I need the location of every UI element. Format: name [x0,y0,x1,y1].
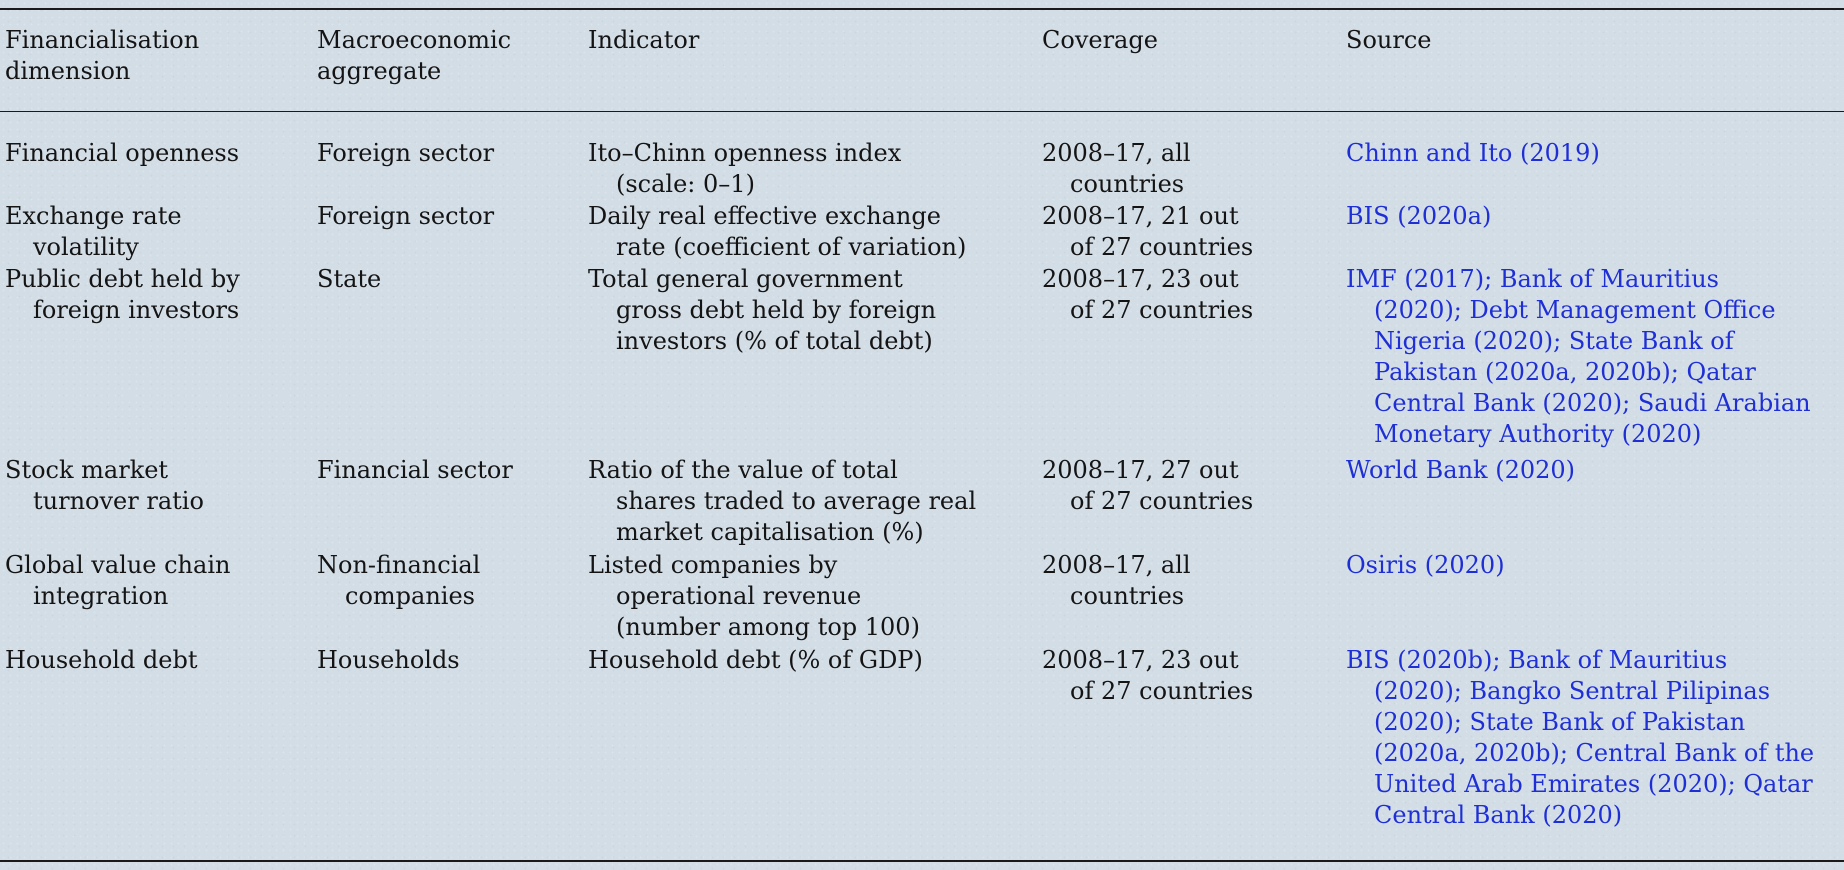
table-header-rule [0,111,1844,112]
row-household-debt-coverage: 2008–17, 23 out of 27 countries [1042,646,1254,705]
row-stock-market-indicator: Ratio of the value of total shares trade… [588,456,977,546]
row-exchange-rate-dimension: Exchange rate volatility [5,202,182,261]
row-financial-openness-source[interactable]: Chinn and Ito (2019) [1346,139,1600,167]
row-public-debt-coverage: 2008–17, 23 out of 27 countries [1042,265,1254,324]
row-exchange-rate-indicator: Daily real effective exchange rate (coef… [588,202,967,261]
row-exchange-rate-source[interactable]: BIS (2020a) [1346,202,1492,230]
row-global-value-chain-dimension: Global value chain integration [5,551,231,610]
row-stock-market-aggregate: Financial sector [317,456,513,484]
row-household-debt-aggregate: Households [317,646,460,674]
header-macroeconomic-aggregate: Macroeconomic aggregate [317,26,512,85]
row-financial-openness-dimension: Financial openness [5,139,240,167]
row-financial-openness-indicator: Ito–Chinn openness index (scale: 0–1) [588,139,902,198]
row-public-debt-dimension: Public debt held by foreign investors [5,265,240,324]
row-stock-market-source[interactable]: World Bank (2020) [1346,456,1576,484]
header-source: Source [1346,26,1432,54]
row-public-debt-aggregate: State [317,265,382,293]
row-household-debt-dimension: Household debt [5,646,198,674]
row-public-debt-indicator: Total general government gross debt held… [588,265,937,355]
header-financialisation-dimension: Financialisation dimension [5,26,200,85]
row-public-debt-source[interactable]: IMF (2017); Bank of Mauritius (2020); De… [1346,265,1811,448]
row-global-value-chain-aggregate: Non-financial companies [317,551,481,610]
row-global-value-chain-source[interactable]: Osiris (2020) [1346,551,1505,579]
row-exchange-rate-coverage: 2008–17, 21 out of 27 countries [1042,202,1254,261]
table-bottom-rule [0,860,1844,862]
row-stock-market-dimension: Stock market turnover ratio [5,456,204,515]
row-global-value-chain-coverage: 2008–17, all countries [1042,551,1191,610]
row-global-value-chain-indicator: Listed companies by operational revenue … [588,551,920,641]
row-financial-openness-coverage: 2008–17, all countries [1042,139,1191,198]
row-financial-openness-aggregate: Foreign sector [317,139,495,167]
row-exchange-rate-aggregate: Foreign sector [317,202,495,230]
header-indicator: Indicator [588,26,700,54]
row-household-debt-source[interactable]: BIS (2020b); Bank of Mauritius (2020); B… [1346,646,1815,829]
row-stock-market-coverage: 2008–17, 27 out of 27 countries [1042,456,1254,515]
table-top-rule [0,8,1844,10]
row-household-debt-indicator: Household debt (% of GDP) [588,646,923,674]
header-coverage: Coverage [1042,26,1158,54]
